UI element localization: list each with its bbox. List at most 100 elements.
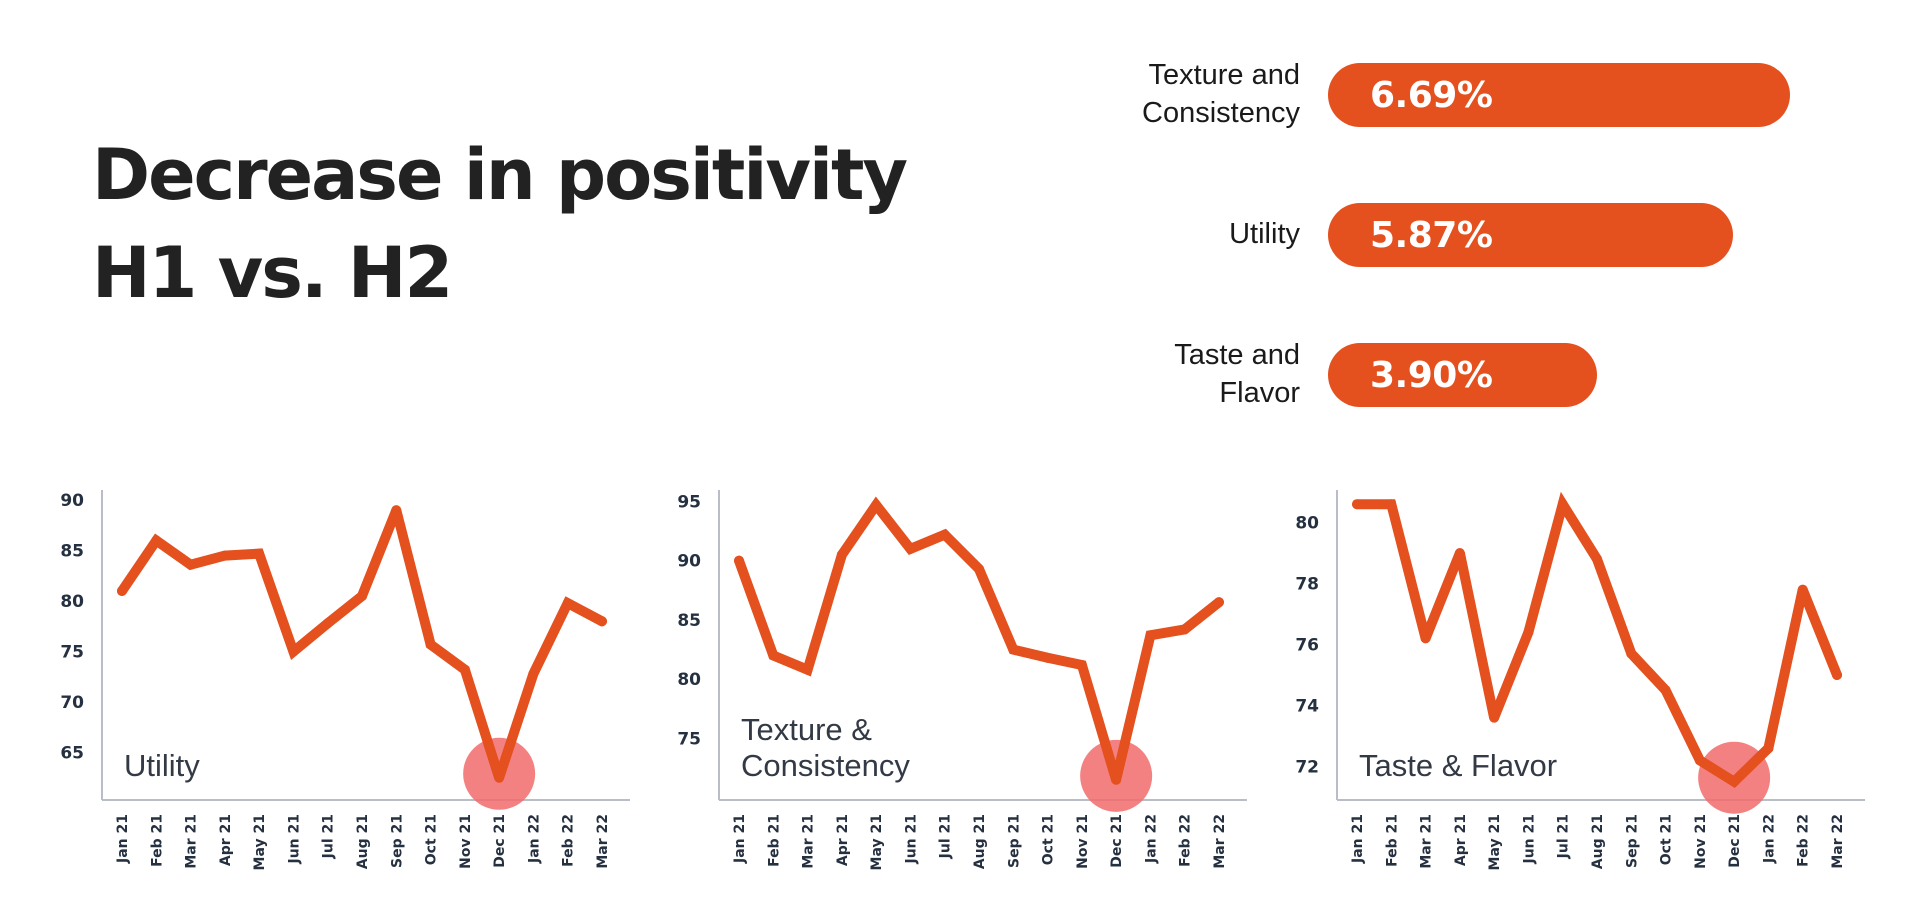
utility-data-point: [494, 772, 505, 783]
taste-series-line: [1352, 491, 1842, 789]
utility-data-point: [391, 505, 402, 516]
utility-data-point: [254, 548, 265, 559]
taste-x-tick-may-21: May 21: [1487, 814, 1503, 870]
texture-x-tick-feb-21: Feb 21: [766, 814, 782, 867]
texture-data-point: [1214, 597, 1224, 608]
taste-chart-svg: 72 74 76 78 80 Jan 21 Feb 21 Mar 21 Apr 21 May 21…: [1295, 490, 1865, 870]
taste-data-point: [1729, 776, 1740, 787]
taste-line-chart: 72 74 76 78 80 Jan 21 Feb 21 Mar 21 Apr 21 May 21…: [1275, 478, 1875, 898]
bar-texture: 6.69%: [1328, 63, 1790, 127]
utility-data-point: [562, 598, 573, 609]
utility-x-tick-nov-21: Nov 21: [458, 814, 474, 869]
bar-label-texture-line-2: Consistency: [1142, 97, 1300, 129]
utility-data-point: [425, 639, 436, 650]
utility-data-point: [185, 559, 196, 570]
texture-x-tick-jan-22: Jan 22: [1143, 814, 1159, 864]
texture-x-tick-dec-21: Dec 21: [1109, 814, 1125, 868]
utility-x-tick-apr-21: Apr 21: [218, 814, 234, 866]
utility-series-line: [117, 508, 607, 780]
texture-y-tick-85: 85: [677, 611, 701, 631]
bar-label-utility: Utility: [1040, 194, 1300, 274]
utility-y-tick-65: 65: [60, 744, 84, 764]
bar-taste: 3.90%: [1328, 343, 1597, 407]
taste-y-tick-74: 74: [1295, 696, 1319, 716]
taste-x-tick-aug-21: Aug 21: [1590, 814, 1606, 869]
texture-data-point: [836, 549, 847, 560]
utility-y-tick-70: 70: [60, 693, 84, 713]
texture-data-point: [1042, 652, 1053, 663]
taste-x-tick-nov-21: Nov 21: [1693, 814, 1709, 869]
bar-utility: 5.87%: [1328, 203, 1733, 267]
texture-x-tick-nov-21: Nov 21: [1075, 814, 1091, 869]
texture-x-tick-mar-21: Mar 21: [801, 814, 817, 869]
taste-data-point: [1352, 499, 1362, 510]
bar-label-utility-line-1: Utility: [1229, 218, 1300, 250]
page-title: Decrease in positivity H1 vs. H2: [92, 126, 908, 322]
utility-y-tick-90: 90: [60, 491, 84, 511]
taste-data-point: [1523, 627, 1534, 638]
texture-x-tick-jun-21: Jun 21: [903, 814, 919, 865]
taste-x-tick-jun-21: Jun 21: [1521, 814, 1537, 865]
taste-data-point: [1763, 743, 1774, 754]
texture-x-tick-jul-21: Jul 21: [938, 814, 954, 859]
texture-y-tick-95: 95: [677, 492, 701, 512]
utility-x-tick-may-21: May 21: [252, 814, 268, 870]
texture-chart-svg: 75 80 85 90 95 Jan 21 Feb 21 Mar 21 Apr 21 May 21…: [677, 490, 1247, 870]
taste-x-tick-mar-22: Mar 22: [1830, 814, 1846, 869]
texture-y-tick-90: 90: [677, 552, 701, 572]
texture-x-tick-apr-21: Apr 21: [835, 814, 851, 866]
taste-data-point: [1660, 685, 1671, 696]
utility-data-point: [288, 646, 299, 657]
utility-x-tick-feb-22: Feb 22: [561, 814, 577, 867]
taste-y-tick-72: 72: [1295, 757, 1319, 777]
taste-x-tick-dec-21: Dec 21: [1727, 814, 1743, 868]
taste-series-label: Taste & Flavor: [1359, 748, 1557, 783]
texture-data-point: [1179, 624, 1190, 635]
texture-data-point: [905, 543, 916, 554]
bar-row-utility: Utility 5.87%: [1060, 194, 1820, 274]
utility-data-point: [459, 664, 470, 675]
utility-x-tick-oct-21: Oct 21: [424, 814, 440, 865]
bar-value-texture: 6.69%: [1370, 74, 1493, 116]
utility-x-tick-aug-21: Aug 21: [355, 814, 371, 869]
taste-x-tick-feb-21: Feb 21: [1384, 814, 1400, 867]
taste-data-point: [1832, 669, 1842, 680]
utility-x-tick-jan-22: Jan 22: [526, 814, 542, 864]
bar-row-taste: Taste and Flavor 3.90%: [1060, 334, 1820, 414]
taste-data-point: [1557, 499, 1568, 510]
taste-x-tick-jul-21: Jul 21: [1556, 814, 1572, 859]
texture-y-tick-80: 80: [677, 670, 701, 690]
utility-data-point: [528, 668, 539, 679]
texture-data-point: [1145, 630, 1156, 641]
taste-data-point: [1489, 712, 1500, 723]
texture-series-label: Consistency: [741, 748, 910, 783]
taste-data-point: [1386, 499, 1397, 510]
texture-y-tick-75: 75: [677, 729, 701, 749]
bar-label-texture: Texture and Consistency: [1040, 54, 1300, 134]
utility-x-tick-dec-21: Dec 21: [492, 814, 508, 868]
texture-line-chart: 75 80 85 90 95 Jan 21 Feb 21 Mar 21 Apr 21 May 21…: [657, 478, 1257, 898]
utility-data-point: [357, 591, 367, 602]
texture-data-point: [734, 555, 744, 566]
utility-x-tick-feb-21: Feb 21: [149, 814, 165, 867]
texture-x-tick-jan-21: Jan 21: [732, 814, 748, 864]
texture-x-tick-feb-22: Feb 22: [1178, 814, 1194, 867]
texture-data-point: [939, 529, 950, 540]
bar-value-taste: 3.90%: [1370, 354, 1493, 396]
texture-x-tick-aug-21: Aug 21: [972, 814, 988, 869]
taste-x-tick-sep-21: Sep 21: [1624, 814, 1640, 868]
utility-x-tick-mar-22: Mar 22: [595, 814, 611, 869]
bar-row-texture: Texture and Consistency 6.69%: [1060, 54, 1820, 134]
taste-x-tick-jan-22: Jan 22: [1761, 814, 1777, 864]
texture-x-tick-oct-21: Oct 21: [1041, 814, 1057, 865]
texture-data-point: [768, 650, 779, 661]
utility-x-tick-jan-21: Jan 21: [115, 814, 131, 864]
bar-label-texture-line-1: Texture and: [1148, 59, 1300, 91]
taste-data-point: [1626, 648, 1637, 659]
utility-y-tick-85: 85: [60, 542, 84, 562]
taste-x-tick-mar-21: Mar 21: [1419, 814, 1435, 869]
texture-data-point: [1076, 659, 1087, 670]
utility-x-tick-mar-21: Mar 21: [184, 814, 200, 869]
texture-data-point: [1008, 644, 1019, 655]
utility-series-label: Utility: [124, 748, 200, 783]
